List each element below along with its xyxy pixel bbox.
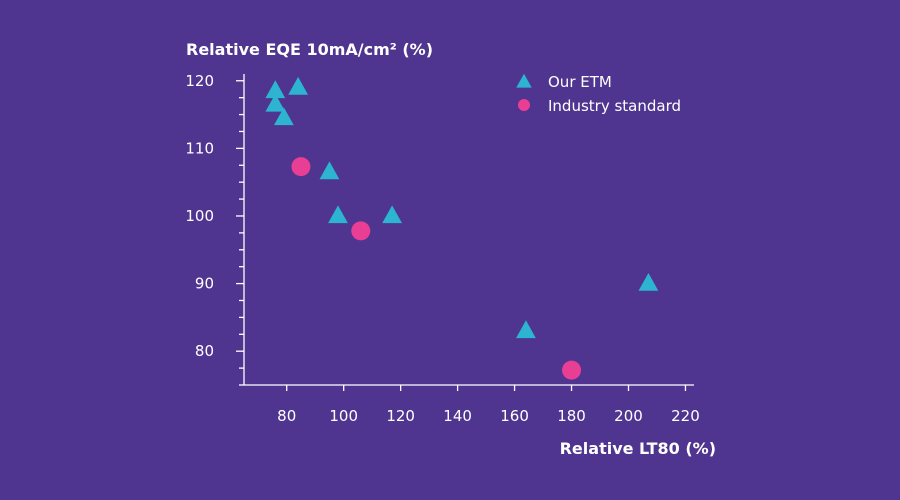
x-tick-label-220: 220 xyxy=(671,407,700,425)
x-tick-label-200: 200 xyxy=(614,407,643,425)
data-points xyxy=(265,76,659,380)
x-tick-label-180: 180 xyxy=(557,407,586,425)
legend-marker-industry-standard xyxy=(518,99,530,111)
y-axis-title: Relative EQE 10mA/cm² (%) xyxy=(186,40,433,59)
x-tick-label-120: 120 xyxy=(386,407,415,425)
y-tick-label-90: 90 xyxy=(195,275,214,293)
our-etm-point-4 xyxy=(319,161,340,180)
our-etm-point-0 xyxy=(265,80,286,99)
y-tick-label-80: 80 xyxy=(195,342,214,360)
industry-standard-point-2 xyxy=(562,360,582,380)
legend-label-industry-standard: Industry standard xyxy=(548,97,681,115)
our-etm-point-2 xyxy=(265,93,286,112)
x-tick-label-100: 100 xyxy=(329,407,358,425)
y-tick-label-120: 120 xyxy=(185,72,214,90)
x-tick-label-140: 140 xyxy=(443,407,472,425)
y-tick-label-100: 100 xyxy=(185,207,214,225)
industry-standard-point-0 xyxy=(291,157,311,177)
x-tick-label-80: 80 xyxy=(277,407,296,425)
our-etm-point-8 xyxy=(638,272,659,291)
our-etm-point-3 xyxy=(273,107,294,126)
legend: Our ETM Industry standard xyxy=(516,73,681,115)
x-axis-title: Relative LT80 (%) xyxy=(560,439,716,458)
our-etm-point-7 xyxy=(516,320,536,339)
legend-label-our-etm: Our ETM xyxy=(548,73,612,91)
x-tick-label-160: 160 xyxy=(500,407,529,425)
legend-marker-our-etm xyxy=(516,73,532,88)
our-etm-point-1 xyxy=(288,76,309,95)
our-etm-point-6 xyxy=(382,205,403,224)
industry-standard-point-1 xyxy=(351,221,371,241)
our-etm-point-5 xyxy=(328,205,348,224)
y-tick-label-110: 110 xyxy=(185,139,214,157)
axis-ticks: 80 100 120 140 160 180 200 220 80 90 100 110 120 xyxy=(185,72,699,425)
